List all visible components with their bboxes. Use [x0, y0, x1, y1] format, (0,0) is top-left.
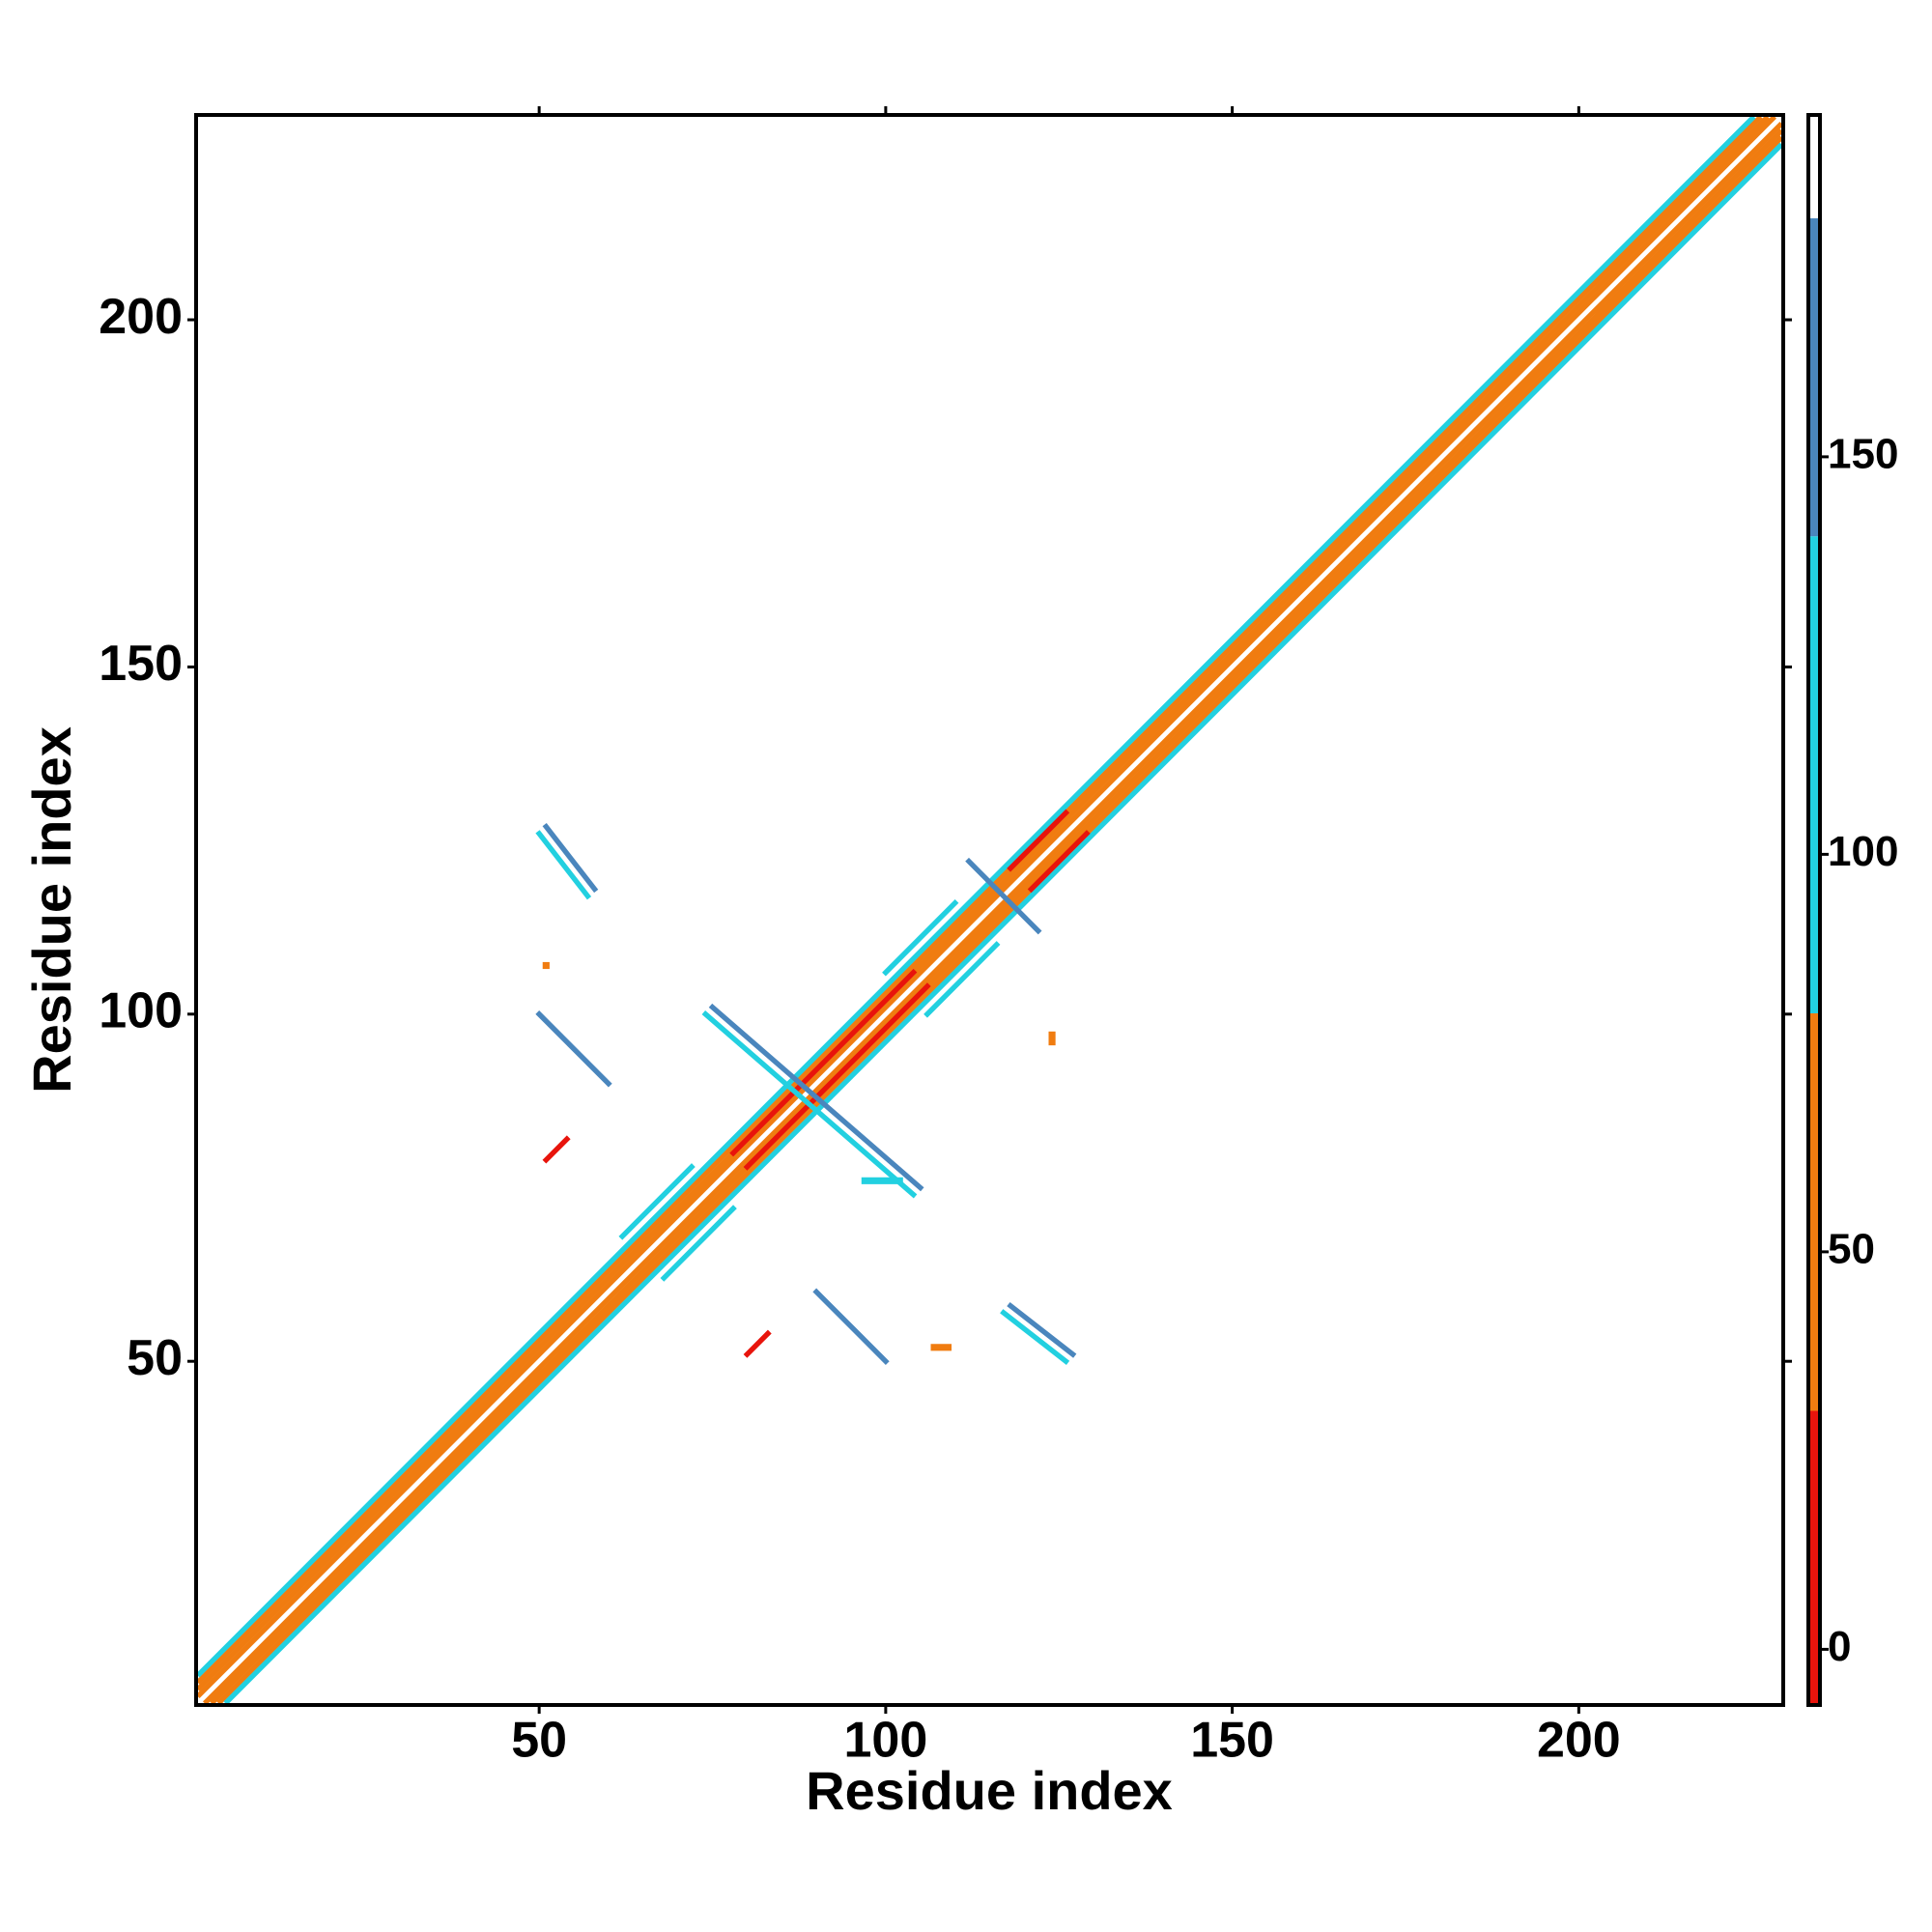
contact-segment	[729, 968, 918, 1157]
contact-segment	[743, 1329, 772, 1358]
colorbar-segment	[1808, 115, 1820, 218]
contact-segment	[701, 1010, 918, 1199]
contact-segment	[965, 857, 1042, 935]
contact-segment	[743, 982, 931, 1171]
y-tick-label: 150	[99, 636, 183, 692]
x-tick-label: 150	[1190, 1713, 1274, 1769]
colorbar-segment	[1808, 1410, 1820, 1705]
plot-frame	[194, 113, 1785, 1707]
contact-segment	[708, 1003, 924, 1192]
colorbar-segment	[1808, 1012, 1820, 1411]
contact-segment	[195, 114, 1777, 1698]
contact-segment	[216, 135, 1784, 1706]
contact-segment	[210, 128, 1784, 1706]
contact-segment	[923, 941, 1001, 1018]
x-tick-label: 100	[843, 1713, 927, 1769]
contact-segment	[542, 823, 599, 894]
colorbar-tick-label: 100	[1828, 828, 1898, 875]
x-tick-label: 200	[1537, 1713, 1621, 1769]
y-tick-label: 50	[127, 1330, 183, 1386]
cells	[195, 114, 1784, 1706]
y-tick-label: 100	[99, 983, 183, 1039]
colorbar-tick-label: 150	[1828, 431, 1898, 478]
contact-segment	[202, 122, 1784, 1706]
contact-segment	[1007, 1301, 1077, 1358]
y-axis-title: Residue index	[21, 726, 82, 1094]
contact-segment	[618, 1163, 696, 1240]
x-axis-title: Residue index	[806, 1760, 1173, 1821]
contact-segment	[1000, 1309, 1070, 1365]
contact-segment	[882, 899, 959, 977]
y-tick-label: 200	[99, 289, 183, 345]
contact-segment	[195, 114, 1770, 1691]
contact-segment	[812, 1288, 890, 1365]
contact-segment	[1007, 809, 1070, 872]
colorbar-segment	[1808, 217, 1820, 537]
colorbar-segment	[1808, 536, 1820, 1013]
colorbar-frame	[1806, 113, 1822, 1707]
contact-segment	[195, 114, 1763, 1685]
x-tick-label: 50	[511, 1713, 567, 1769]
contact-segment	[542, 1135, 571, 1164]
colorbar-tick-label: 50	[1828, 1226, 1875, 1273]
contact-segment	[660, 1205, 737, 1282]
contact-segment	[195, 114, 1756, 1678]
colorbar-tick-label: 0	[1828, 1623, 1851, 1670]
contact-segment	[1027, 830, 1091, 894]
contact-segment	[223, 142, 1784, 1706]
contact-segment	[535, 830, 592, 900]
contact-segment	[535, 1010, 612, 1088]
